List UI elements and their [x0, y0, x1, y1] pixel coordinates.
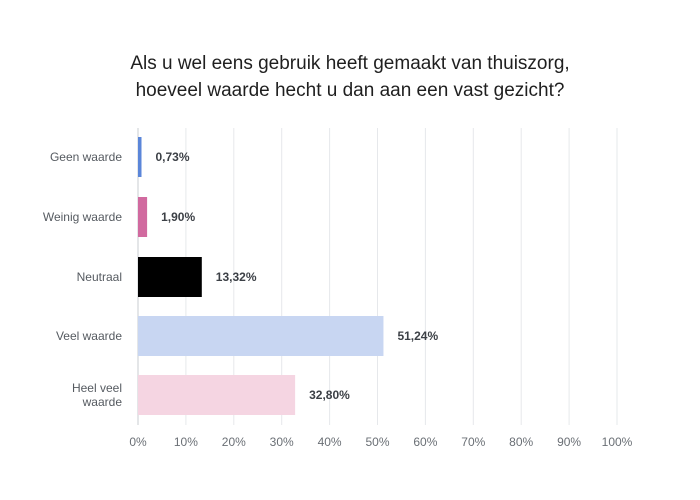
- value-label-2: 13,32%: [216, 270, 257, 284]
- chart-title-line-1: Als u wel eens gebruik heeft gemaakt van…: [130, 53, 570, 74]
- value-label-4: 32,80%: [309, 388, 350, 402]
- bar-3: [138, 316, 384, 356]
- category-label-0-0: Geen waarde: [50, 150, 122, 164]
- x-tick-label-90: 90%: [557, 435, 581, 449]
- x-tick-label-10: 10%: [174, 435, 198, 449]
- category-label-4-0: Heel veel: [72, 381, 122, 395]
- bar-0: [138, 137, 142, 177]
- category-label-1-0: Weinig waarde: [43, 210, 122, 224]
- chart-title-line-2: hoeveel waarde hecht u dan aan een vast …: [135, 80, 565, 101]
- labels: 0,73% Geen waarde 1,90% Weinig waarde 13,32%…: [43, 150, 439, 409]
- category-label-4-1: waarde: [82, 395, 123, 409]
- bar-1: [138, 197, 148, 237]
- x-tick-label-80: 80%: [509, 435, 533, 449]
- x-tick-label-40: 40%: [318, 435, 342, 449]
- bar-4: [138, 375, 296, 415]
- chart-title: Als u wel eens gebruik heeft gemaakt van…: [0, 50, 700, 104]
- value-label-3: 51,24%: [397, 329, 438, 343]
- category-label-2-0: Neutraal: [77, 270, 122, 284]
- bar-2: [138, 257, 202, 297]
- x-tick-label-20: 20%: [222, 435, 246, 449]
- gridlines: 0% 10% 20% 30% 40% 50% 60% 70% 80% 90% 100%: [129, 128, 633, 449]
- x-tick-label-60: 60%: [413, 435, 437, 449]
- value-label-1: 1,90%: [161, 210, 195, 224]
- x-tick-label-0: 0%: [129, 435, 147, 449]
- value-label-0: 0,73%: [155, 150, 189, 164]
- bars: [138, 137, 384, 415]
- x-tick-label-70: 70%: [461, 435, 485, 449]
- category-label-3-0: Veel waarde: [56, 329, 122, 343]
- x-tick-label-100: 100%: [602, 435, 633, 449]
- x-tick-label-50: 50%: [365, 435, 389, 449]
- x-tick-label-30: 30%: [270, 435, 294, 449]
